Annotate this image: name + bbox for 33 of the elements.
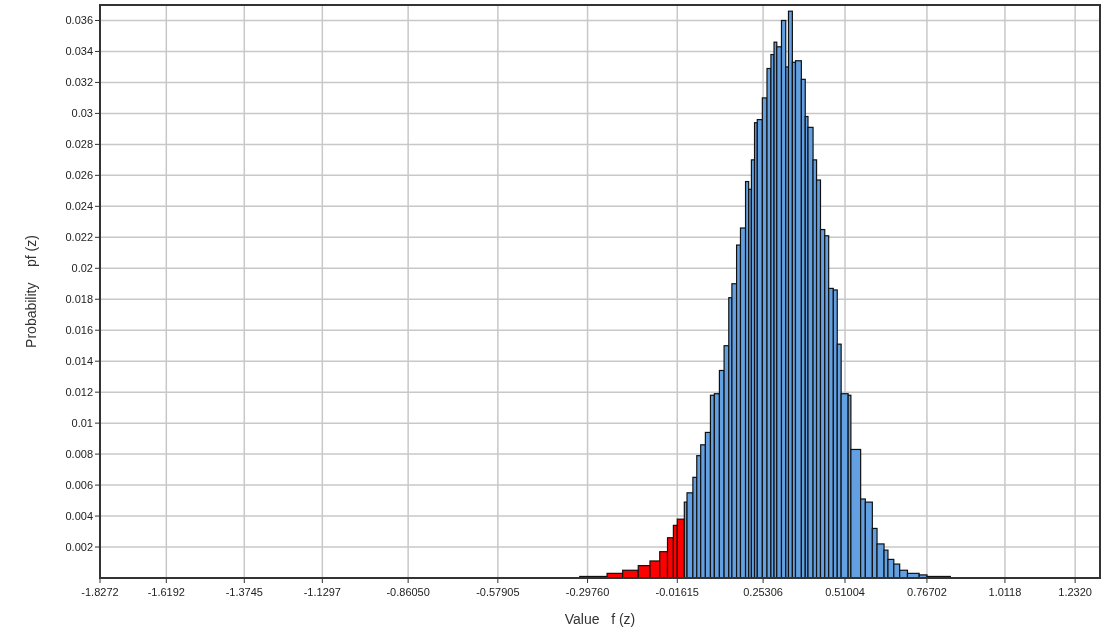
y-tick-label: 0.022 bbox=[65, 231, 93, 244]
x-tick-label: -1.3745 bbox=[225, 586, 263, 598]
x-tick-label: -0.01615 bbox=[655, 586, 699, 598]
x-tick-label: -1.6192 bbox=[147, 586, 185, 598]
y-tick-label: 0.03 bbox=[71, 107, 93, 120]
y-tick-label: 0.028 bbox=[65, 138, 93, 151]
y-tick-label: 0.004 bbox=[65, 510, 93, 523]
y-tick-label: 0.024 bbox=[65, 200, 93, 213]
x-tick-label: -1.1297 bbox=[303, 586, 341, 598]
y-tick-label: 0.02 bbox=[71, 262, 93, 275]
y-tick-label: 0.012 bbox=[65, 386, 93, 399]
x-tick-label: -0.57905 bbox=[476, 586, 520, 598]
y-tick-label: 0.034 bbox=[65, 45, 93, 58]
y-tick-label: 0.014 bbox=[65, 355, 93, 368]
x-tick-label: 0.76702 bbox=[907, 586, 947, 598]
x-tick-label: -1.8272 bbox=[81, 586, 119, 598]
x-tick-label: -0.29760 bbox=[565, 586, 610, 598]
y-tick-label: 0.026 bbox=[65, 169, 93, 182]
x-tick-label: 1.2320 bbox=[1058, 586, 1092, 598]
x-tick-label: -0.86050 bbox=[386, 586, 430, 598]
x-tick-label: 0.51004 bbox=[825, 586, 865, 598]
x-tick-label: 0.25306 bbox=[743, 586, 783, 598]
y-tick-label: 0.008 bbox=[65, 448, 93, 461]
y-tick-label: 0.018 bbox=[65, 293, 93, 306]
y-tick-label: 0.016 bbox=[65, 324, 93, 337]
y-axis-title: Probability pf (z) bbox=[23, 235, 39, 348]
y-tick-label: 0.032 bbox=[65, 76, 93, 89]
y-tick-label: 0.002 bbox=[65, 541, 93, 554]
y-tick-label: 0.01 bbox=[71, 417, 93, 430]
x-axis-title: Value f (z) bbox=[564, 611, 636, 627]
y-tick-label: 0.006 bbox=[65, 479, 93, 492]
y-tick-label: 0.036 bbox=[65, 14, 93, 27]
x-tick-label: 1.0118 bbox=[988, 586, 1022, 598]
